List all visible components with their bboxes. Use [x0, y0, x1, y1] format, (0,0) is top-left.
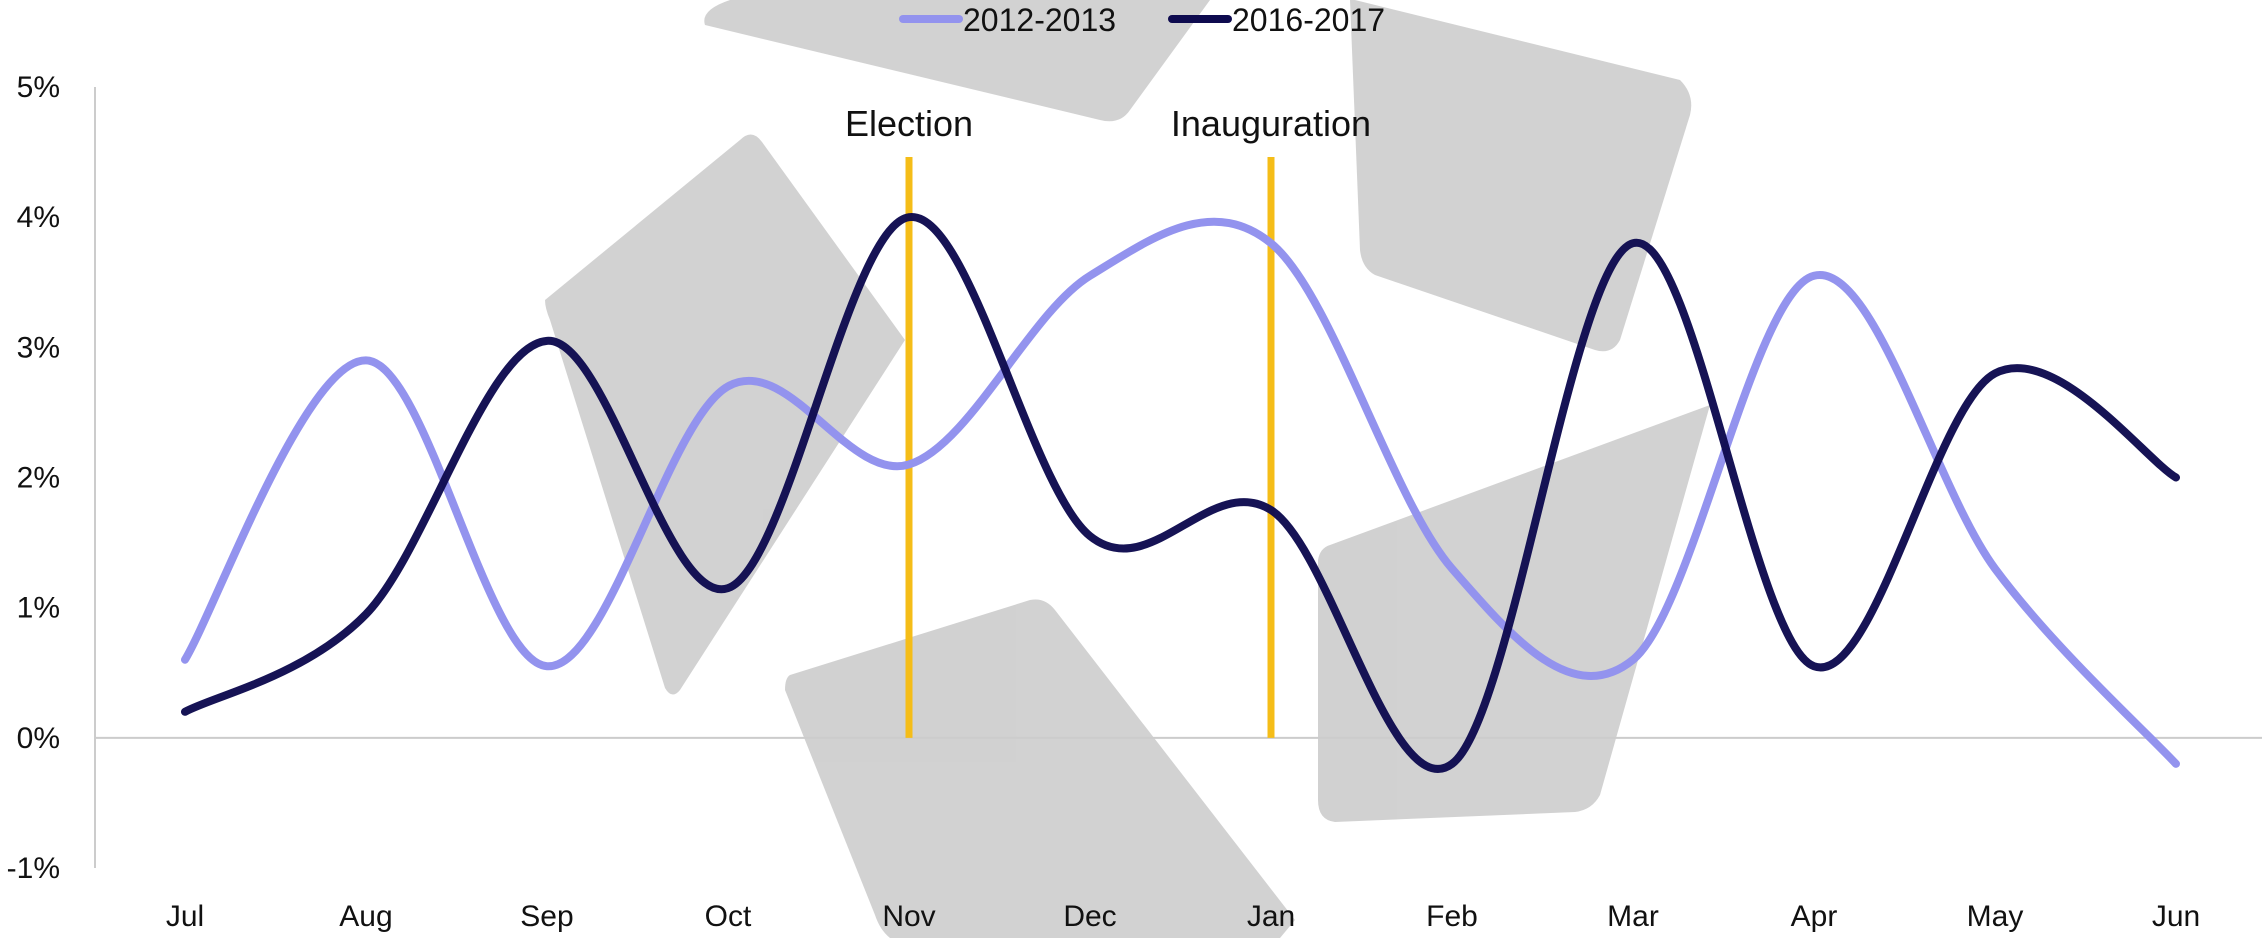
legend-label: 2012-2013	[963, 2, 1116, 38]
legend: 2012-2013 2016-2017	[899, 2, 1385, 38]
series-line	[181, 213, 2180, 773]
x-tick-labels: Jul Aug Sep Oct Nov Dec Jan Feb Mar Apr May Jun	[166, 900, 2200, 933]
x-tick-label: Jul	[166, 900, 204, 933]
y-tick-label: 2%	[17, 462, 60, 495]
series-lines	[181, 213, 2180, 773]
x-tick-label: Jan	[1247, 900, 1295, 933]
x-tick-label: Aug	[339, 900, 392, 933]
x-tick-label: Nov	[882, 900, 935, 933]
y-tick-label: 4%	[17, 201, 60, 234]
y-tick-label: 3%	[17, 331, 60, 364]
x-tick-label: Feb	[1426, 900, 1478, 933]
x-tick-label: May	[1967, 900, 2024, 933]
series-line	[181, 217, 2180, 768]
x-tick-label: Mar	[1607, 900, 1659, 933]
x-tick-label: Jun	[2152, 900, 2200, 933]
legend-label: 2016-2017	[1232, 2, 1385, 38]
y-tick-label: 0%	[17, 722, 60, 755]
y-tick-label: 5%	[17, 71, 60, 104]
axes	[94, 87, 2262, 868]
y-tick-label: -1%	[7, 852, 60, 885]
event-label: Inauguration	[1171, 103, 1371, 144]
x-tick-label: Dec	[1063, 900, 1116, 933]
x-tick-label: Oct	[705, 900, 752, 933]
event-label: Election	[845, 103, 973, 144]
x-tick-label: Apr	[1791, 900, 1838, 933]
y-tick-label: 1%	[17, 592, 60, 625]
y-tick-labels: -1% 0% 1% 2% 3% 4% 5%	[7, 71, 60, 885]
recycle-watermark-icon	[545, 0, 1710, 938]
event-annotations: Election Inauguration	[845, 103, 1371, 738]
x-tick-label: Sep	[520, 900, 573, 933]
